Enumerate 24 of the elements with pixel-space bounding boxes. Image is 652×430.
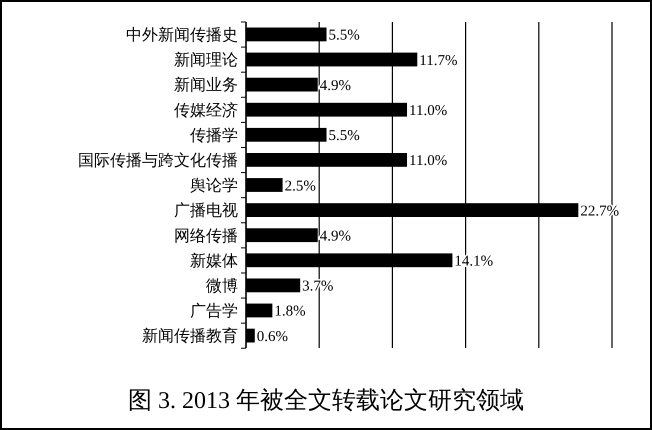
- data-label: 5.5%: [328, 128, 360, 144]
- y-tick-label: 新闻业务: [174, 76, 238, 94]
- data-label: 4.9%: [320, 228, 351, 244]
- y-tick-label: 传播学: [190, 126, 238, 144]
- y-tick-label: 新闻理论: [174, 51, 238, 70]
- data-label: 11.7%: [419, 52, 458, 69]
- y-tick-label: 广播电视: [174, 202, 238, 220]
- y-tick-label: 新闻传播教育: [142, 327, 238, 346]
- y-tick-label: 新媒体: [190, 252, 238, 270]
- text: 图 3. 2013 年被全文转载论文研究领域: [128, 387, 524, 414]
- data-label: 11.0%: [409, 102, 448, 119]
- y-tick-label: 广告学: [190, 302, 238, 320]
- y-tick-label: 网络传播: [174, 228, 238, 245]
- data-label: 0.6%: [256, 328, 288, 345]
- data-label: 2.5%: [284, 178, 316, 194]
- y-tick-label: 传媒经济: [174, 101, 238, 120]
- data-label: 1.8%: [274, 304, 306, 320]
- data-label: 4.9%: [320, 78, 351, 94]
- y-tick-label: 国际传播与跨文化传播: [78, 152, 238, 170]
- data-label: 5.5%: [328, 28, 360, 44]
- y-tick-label: 舆论学: [190, 176, 238, 195]
- data-label: 11.0%: [409, 153, 448, 170]
- y-tick-label: 微博: [206, 276, 238, 295]
- y-tick-label: 中外新闻传播史: [126, 26, 238, 44]
